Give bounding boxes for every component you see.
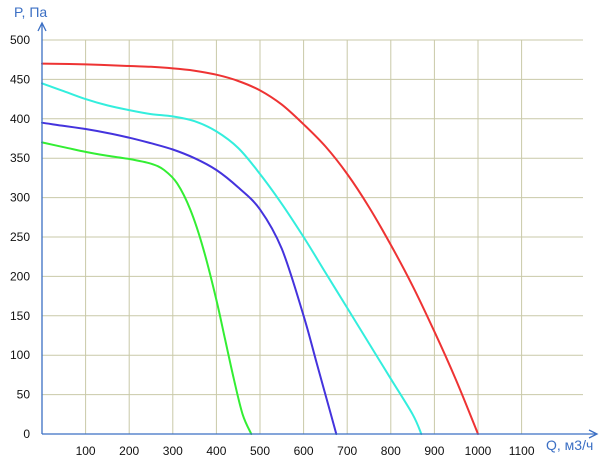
ticks: 0 50 100 150 200 250 300 350 400 450 500 100 200 300 4… bbox=[10, 33, 535, 458]
series-line-3 bbox=[41, 82, 423, 435]
y-axis-title: P, Па bbox=[14, 4, 48, 20]
x-tick-label: 900 bbox=[424, 444, 444, 458]
y-tick-label: 500 bbox=[10, 33, 30, 47]
y-tick-label: 150 bbox=[10, 309, 30, 323]
x-tick-label: 1000 bbox=[465, 444, 492, 458]
y-tick-label: 250 bbox=[10, 230, 30, 244]
series-line-1 bbox=[41, 141, 253, 435]
x-tick-label: 700 bbox=[337, 444, 357, 458]
y-tick-label: 300 bbox=[10, 191, 30, 205]
y-tick-label: 350 bbox=[10, 151, 30, 165]
x-tick-label: 800 bbox=[381, 444, 401, 458]
y-tick-label: 450 bbox=[10, 72, 30, 86]
y-tick-label: 400 bbox=[10, 112, 30, 126]
x-tick-label: 100 bbox=[76, 444, 96, 458]
x-tick-label: 400 bbox=[206, 444, 226, 458]
series-line-4 bbox=[41, 62, 479, 435]
x-tick-label: 300 bbox=[163, 444, 183, 458]
y-tick-label: 200 bbox=[10, 269, 30, 283]
y-tick-label: 50 bbox=[17, 388, 31, 402]
x-tick-label: 500 bbox=[250, 444, 270, 458]
series-layer bbox=[41, 62, 479, 435]
y-tick-label: 100 bbox=[10, 348, 30, 362]
y-axis-arrow bbox=[37, 21, 47, 32]
series-line-2 bbox=[41, 121, 338, 435]
y-tick-label: 0 bbox=[23, 427, 30, 441]
axes bbox=[37, 21, 599, 439]
x-tick-label: 200 bbox=[119, 444, 139, 458]
grid bbox=[42, 39, 583, 434]
x-axis-arrow bbox=[588, 429, 599, 439]
x-axis-title: Q, м3/ч bbox=[546, 437, 594, 453]
x-tick-label: 600 bbox=[294, 444, 314, 458]
x-tick-label: 1100 bbox=[509, 444, 535, 458]
